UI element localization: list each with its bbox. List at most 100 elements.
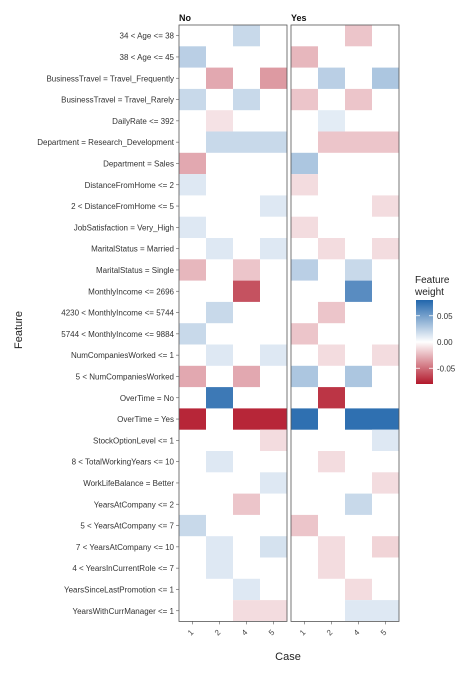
heatmap-cell (372, 67, 399, 89)
heatmap-cell (233, 365, 260, 388)
feature-label: 34 < Age <= 38 (120, 32, 175, 41)
heatmap-cell (318, 110, 345, 132)
legend-color-bar (416, 300, 433, 384)
x-tick-label: 4 (352, 627, 362, 637)
feature-label: 7 < YearsAtCompany <= 10 (76, 543, 175, 552)
feature-label: 8 < TotalWorkingYears <= 10 (72, 458, 175, 467)
heatmap-cell (206, 238, 233, 260)
feature-label: MaritalStatus = Single (96, 266, 175, 275)
feature-label: JobSatisfaction = Very_High (74, 223, 174, 232)
heatmap-cell (318, 238, 345, 260)
heatmap-cell (291, 152, 318, 175)
heatmap-cell (345, 25, 372, 47)
feature-label: 5 < NumCompaniesWorked (76, 372, 174, 381)
heatmap-cell (291, 216, 318, 238)
x-tick-label: 1 (186, 627, 196, 637)
heatmap-cell (318, 387, 345, 409)
heatmap-cell (233, 600, 260, 622)
feature-label: BusinessTravel = Travel_Rarely (61, 96, 174, 105)
panel-yes: Yes 1 2 4 5 (290, 13, 400, 637)
heatmap-cell (372, 131, 399, 153)
feature-label: 2 < DistanceFromHome <= 5 (71, 202, 174, 211)
x-tick-label: 2 (213, 627, 223, 637)
heatmap-cell (291, 514, 318, 537)
heatmap-cell (291, 88, 318, 111)
heatmap-cell (260, 536, 287, 558)
heatmap-cell (260, 238, 287, 260)
feature-label: DailyRate <= 392 (112, 117, 174, 126)
legend-tick-label: 0.05 (437, 312, 453, 321)
heatmap-cell (179, 152, 206, 175)
x-axis-title: Case (275, 651, 301, 663)
heatmap-cell (345, 365, 372, 388)
feature-label: WorkLifeBalance = Better (83, 479, 174, 488)
heatmap-cell (318, 131, 345, 153)
heatmap-cell (372, 429, 399, 451)
x-tick-label: 5 (267, 627, 277, 637)
heatmap-cell (372, 408, 399, 430)
feature-label: OverTime = Yes (117, 415, 174, 424)
feature-label: 4 < YearsInCurrentRole <= 7 (72, 564, 174, 573)
heatmap-cell (233, 493, 260, 515)
heatmap-cell (206, 110, 233, 132)
feature-label: BusinessTravel = Travel_Frequently (46, 74, 174, 83)
heatmap-cell (206, 131, 233, 153)
panel-border (290, 24, 400, 622)
x-tick-label: 2 (325, 627, 335, 637)
feature-label: MonthlyIncome <= 2696 (88, 287, 174, 296)
heatmap-cell (206, 451, 233, 473)
heatmap-cell (291, 174, 318, 196)
heatmap-cell (345, 493, 372, 515)
feature-label: 5 < YearsAtCompany <= 7 (80, 522, 174, 531)
heatmap-cell (372, 195, 399, 217)
heatmap-cell (291, 365, 318, 388)
heatmap-cell (179, 259, 206, 281)
x-tick-label: 5 (379, 627, 389, 637)
heatmap-cell (291, 46, 318, 68)
heatmap-cell (345, 259, 372, 281)
heatmap-cell (260, 600, 287, 622)
heatmap-cell (260, 131, 287, 153)
panel-title: Yes (291, 13, 307, 23)
legend-tick-label: -0.05 (437, 364, 456, 373)
heatmap-cell (233, 25, 260, 47)
heatmap-cell (372, 600, 399, 622)
heatmap-cell (260, 344, 287, 366)
heatmap-cell (318, 557, 345, 579)
feature-label: DistanceFromHome <= 2 (85, 181, 175, 190)
heatmap-cell (206, 344, 233, 366)
heatmap-cell (206, 387, 233, 409)
legend-title-line1: Feature (415, 275, 450, 286)
feature-label: OverTime = No (120, 394, 175, 403)
heatmap-cell (233, 131, 260, 153)
heatmap-cell (345, 408, 372, 430)
heatmap-cell (233, 88, 260, 111)
feature-label: NumCompaniesWorked <= 1 (71, 351, 175, 360)
heatmap-cell (318, 301, 345, 324)
heatmap-cell (179, 46, 206, 68)
feature-label: 4230 < MonthlyIncome <= 5744 (61, 309, 174, 318)
heatmap-cell (372, 344, 399, 366)
heatmap-cell (179, 88, 206, 111)
panel-border (178, 24, 288, 622)
heatmap-cell (291, 408, 318, 430)
heatmap-cell (206, 67, 233, 89)
heatmap-cell (345, 600, 372, 622)
feature-label: YearsAtCompany <= 2 (94, 500, 175, 509)
heatmap-cell (260, 195, 287, 217)
heatmap-cell (206, 557, 233, 579)
panel-no: No 1 2 4 5 (178, 13, 288, 637)
feature-label: 5744 < MonthlyIncome <= 9884 (61, 330, 174, 339)
heatmap-cell (372, 238, 399, 260)
heatmap-cell (291, 259, 318, 281)
heatmap-cell (179, 323, 206, 345)
feature-label: Department = Sales (103, 159, 174, 168)
x-tick-label: 4 (240, 627, 250, 637)
heatmap-cell (179, 216, 206, 238)
heatmap-cell (179, 174, 206, 196)
heatmap-cell (260, 429, 287, 451)
heatmap-cell (206, 301, 233, 324)
panel-title: No (179, 13, 191, 23)
feature-label: YearsSinceLastPromotion <= 1 (64, 585, 175, 594)
